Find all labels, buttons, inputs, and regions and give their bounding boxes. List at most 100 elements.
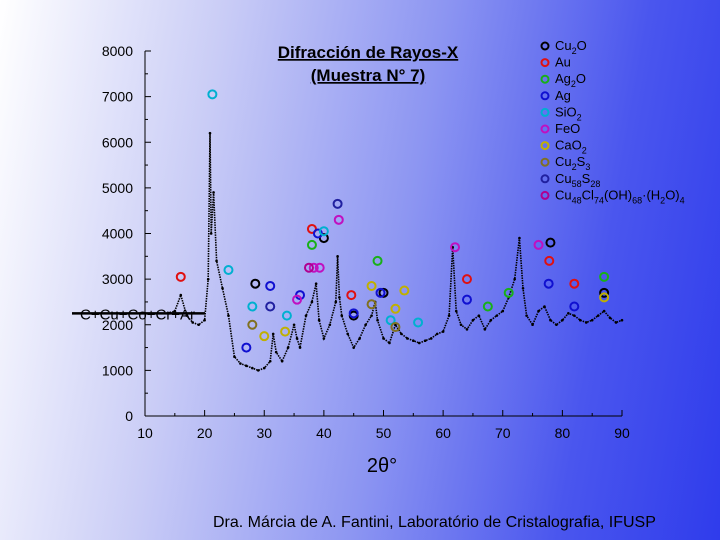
data-point	[298, 346, 302, 349]
data-point	[358, 337, 361, 340]
data-point	[382, 337, 385, 340]
data-point	[314, 282, 318, 285]
data-point	[573, 314, 576, 317]
data-point	[608, 316, 612, 320]
data-point	[578, 318, 582, 322]
y-tick-label: 4000	[102, 226, 133, 242]
phase-marker	[599, 271, 610, 282]
legend-marker	[540, 190, 550, 200]
data-point	[191, 321, 194, 324]
data-point	[340, 314, 344, 317]
data-point	[215, 259, 218, 263]
phase-marker	[569, 301, 580, 312]
data-point	[239, 362, 242, 365]
legend-label: Cu48​Cl74​(OH)68​·(H2​O)4​	[555, 187, 685, 205]
data-point	[477, 314, 481, 317]
data-point	[614, 321, 618, 324]
data-point	[197, 323, 200, 327]
axes: 0 1000 2000 3000 4000 5000 6000 7000 8000 10 20 30 4…	[102, 43, 630, 441]
x-tick-label: 20	[197, 425, 213, 441]
phase-marker	[545, 237, 556, 248]
phase-marker	[450, 242, 461, 253]
phase-marker	[280, 326, 291, 337]
phase-marker	[372, 255, 383, 266]
legend-marker	[540, 174, 550, 184]
data-point	[317, 318, 321, 322]
data-point	[602, 309, 606, 313]
data-point	[370, 314, 373, 317]
phase-marker	[247, 301, 258, 312]
data-point	[596, 314, 600, 317]
data-point	[304, 314, 308, 317]
data-point	[336, 255, 339, 258]
data-point	[328, 323, 332, 327]
legend-marker	[540, 107, 550, 117]
legend-label: CaO2​	[555, 138, 587, 156]
data-point	[203, 318, 206, 322]
phase-marker	[599, 292, 610, 303]
phase-marker	[265, 301, 276, 312]
phase-marker	[318, 226, 329, 237]
phase-marker	[259, 331, 270, 342]
x-tick-label: 60	[435, 425, 451, 441]
phase-marker	[366, 299, 377, 310]
legend-label: Cu58​S28​	[555, 171, 600, 189]
phase-marker	[599, 287, 610, 298]
data-point	[543, 305, 546, 308]
data-point	[221, 286, 224, 290]
data-point	[295, 337, 299, 340]
phase-marker	[281, 310, 292, 321]
phase-marker	[241, 342, 252, 353]
data-point	[346, 332, 350, 336]
phase-marker	[306, 239, 317, 250]
phase-marker	[312, 228, 323, 239]
data-point	[495, 314, 499, 317]
data-point	[179, 293, 183, 297]
phase-marker	[247, 319, 258, 330]
data-point	[441, 330, 445, 333]
footer-credit: Dra. Márcia de A. Fantini, Laboratório d…	[213, 514, 656, 531]
legend-marker	[540, 141, 550, 151]
diffraction-pattern-line	[145, 133, 623, 372]
legend-marker	[540, 41, 550, 51]
data-point	[334, 300, 338, 304]
baseline-group: C+Cu+Co+Cr+Ar	[72, 306, 205, 323]
y-tick-label: 2000	[102, 317, 133, 333]
phase-marker	[333, 214, 344, 225]
phase-marker	[303, 262, 314, 273]
data-point	[537, 309, 540, 313]
data-point	[245, 364, 248, 368]
phase-marker	[385, 315, 396, 326]
phase-marker	[346, 290, 357, 301]
x-tick-label: 80	[555, 425, 571, 441]
data-point	[352, 346, 355, 349]
x-tick-label: 90	[614, 425, 630, 441]
data-point	[447, 314, 451, 317]
phase-marker	[544, 255, 555, 266]
diffraction-series	[143, 131, 624, 372]
phase-marker	[250, 278, 261, 289]
data-point	[233, 355, 236, 358]
legend-label: Cu2​S3​	[555, 154, 590, 172]
data-point	[394, 323, 397, 327]
phase-marker	[265, 280, 276, 291]
data-point	[620, 318, 624, 322]
legend-label: Au	[555, 55, 571, 70]
data-point	[471, 318, 475, 322]
phase-marker	[223, 265, 234, 275]
data-point	[209, 232, 213, 235]
data-point	[423, 339, 427, 343]
x-tick-label: 30	[256, 425, 272, 441]
data-point	[310, 300, 314, 304]
data-point	[167, 312, 171, 315]
data-point	[459, 323, 463, 327]
legend-marker	[540, 124, 550, 134]
data-point	[555, 323, 558, 327]
data-point	[274, 350, 278, 354]
x-axis-label: 2θ°	[367, 455, 397, 477]
data-point	[454, 309, 458, 313]
data-point	[185, 314, 189, 317]
chart-title-line1: Difracción de Rayos-X	[278, 43, 459, 62]
y-tick-label: 3000	[102, 271, 133, 287]
